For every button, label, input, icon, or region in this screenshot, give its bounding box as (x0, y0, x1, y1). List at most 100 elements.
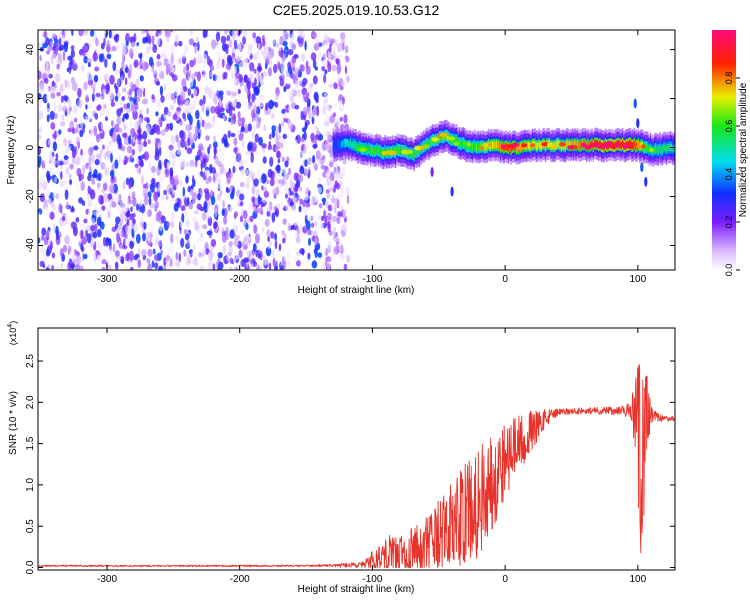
spectrogram-noise-cell (318, 203, 323, 209)
spectrogram-noise-cell (208, 143, 212, 149)
spectrogram-ridge-cell (413, 151, 415, 159)
spectrogram-noise-cell (51, 265, 55, 270)
spectrogram-noise-cell (89, 247, 94, 254)
spectrogram-noise-cell (61, 216, 66, 222)
spectrogram-noise-cell (110, 152, 113, 163)
spectrogram-noise-cell (273, 251, 278, 257)
spectrogram-noise-cell (38, 98, 42, 109)
spectrogram-peak-cell (641, 144, 646, 149)
spectrogram-noise-cell (280, 169, 284, 174)
spectrogram-noise-cell (137, 144, 143, 153)
spectrogram-noise-cell (175, 134, 179, 143)
spectrogram-noise-cell (167, 111, 172, 117)
spectrogram-noise-cell (312, 31, 318, 39)
spectrogram-noise-cell (228, 108, 233, 117)
spectrogram-ridge-cell (401, 147, 403, 155)
spectrogram-noise-cell (189, 115, 193, 125)
spectrogram-noise-cell (268, 262, 272, 270)
spectrogram-noise-cell (52, 133, 57, 139)
spectrogram-noise-cell (291, 88, 296, 97)
spectrogram-noise-cell (159, 176, 163, 183)
spectrogram-noise-cell (125, 40, 129, 47)
spectrogram-noise-cell (182, 186, 185, 197)
spectrogram-noise-cell (299, 198, 304, 206)
spectrogram-noise-cell (316, 31, 322, 38)
spectrogram-noise-cell (135, 233, 141, 244)
spectrogram-noise-cell (135, 211, 140, 219)
spectrogram-noise-cell (169, 149, 175, 155)
spectrogram-noise-cell (106, 108, 110, 118)
spectrogram-noise-cell (71, 205, 74, 212)
spectrogram-noise-cell (112, 243, 116, 252)
spectrogram-noise-cell (149, 182, 156, 193)
spectrogram-noise-cell (249, 62, 255, 72)
spectrogram-noise-cell (108, 90, 114, 101)
spectrogram-noise-cell (283, 173, 288, 183)
spectrogram-noise-cell (75, 217, 80, 223)
spectrogram-noise-cell (171, 46, 178, 53)
spectrogram-noise-cell (163, 83, 167, 92)
spectrogram-noise-cell (262, 156, 267, 164)
spectrogram-noise-cell (137, 117, 143, 126)
spectrogram-peak-cell (439, 132, 448, 137)
spectrogram-noise-cell (317, 117, 324, 128)
spectrogram-noise-cell (41, 234, 45, 241)
spectrogram-noise-cell (106, 258, 110, 264)
spectrogram-noise-cell (47, 219, 53, 229)
spectrogram-ridge-cell (564, 142, 567, 150)
spectrogram-noise-cell (81, 236, 87, 245)
spectrogram-peak-cell (622, 144, 630, 149)
spectrogram-noise-cell (92, 231, 98, 239)
x-tick-label: 0 (502, 574, 508, 585)
spectrogram-ridge-cell (336, 141, 338, 149)
spectrogram-noise-cell (86, 71, 93, 82)
spectrogram-noise-cell (191, 45, 195, 54)
spectrogram-noise-cell (171, 189, 176, 195)
spectrogram-ridge-cell (538, 140, 540, 149)
spectrogram-noise-cell (166, 184, 172, 194)
colorbar-tick-label: 0.6 (724, 120, 734, 133)
spectrogram-noise-cell (91, 236, 96, 246)
spectrogram-noise-cell (165, 123, 171, 128)
spectrogram-noise-cell (324, 69, 328, 75)
spectrogram-noise-cell (72, 81, 78, 92)
spectrogram-noise-cell (156, 35, 161, 47)
spectrogram-noise-cell (202, 148, 207, 156)
spectrogram-ridge-cell (442, 133, 445, 142)
spectrogram-noise-cell (318, 52, 322, 58)
spectrogram-noise-cell (314, 93, 319, 99)
spectrogram-noise-cell (93, 125, 98, 136)
spectrogram-noise-cell (114, 95, 119, 102)
spectrogram-ridge-cell (485, 143, 487, 151)
spectrogram-noise-cell (115, 44, 120, 51)
spectrogram-noise-cell (232, 113, 237, 125)
spectrogram-noise-cell (42, 53, 45, 60)
spectrogram-noise-cell (303, 131, 307, 141)
spectrogram-noise-cell (249, 170, 253, 180)
spectrogram-ridge-cell (377, 147, 380, 155)
spectrogram-noise-cell (245, 150, 251, 156)
spectrogram-noise-cell (295, 157, 299, 165)
spectrogram-noise-cell (122, 117, 125, 122)
spectrogram-noise-cell (147, 209, 153, 218)
spectrogram-noise-cell (310, 132, 315, 141)
spectrogram-noise-cell (171, 74, 178, 82)
spectrogram-noise-cell (264, 256, 269, 266)
spectrogram-noise-cell (328, 161, 334, 168)
spectrogram-ridge-cell (353, 141, 356, 149)
spectrogram-noise-cell (174, 129, 178, 135)
spectrogram-ridge-cell (572, 141, 575, 149)
spectrogram-noise-cell (291, 62, 296, 73)
spectrogram-noise-cell (279, 203, 286, 208)
spectrogram-noise-cell (330, 245, 334, 252)
spectrogram-noise-cell (97, 172, 102, 182)
x-tick-label: 0 (502, 274, 508, 285)
spectrogram-noise-cell (274, 57, 278, 64)
spectrogram-ridge-cell (672, 145, 674, 153)
spectrogram-peak-cell (482, 142, 490, 148)
spectrogram-noise-cell (306, 92, 310, 98)
spectrogram-noise-cell (195, 37, 199, 42)
spectrogram-noise-cell (55, 153, 59, 159)
spectrogram-noise-cell (146, 124, 151, 136)
spectrogram-noise-cell (188, 38, 195, 46)
